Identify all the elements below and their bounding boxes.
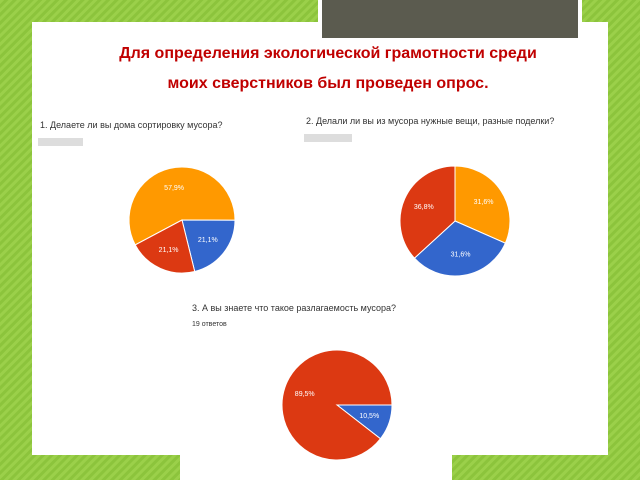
slice-label: 36,8%	[414, 204, 434, 211]
slice-label: 21,1%	[159, 247, 179, 254]
chart-subtitle: 19 ответов	[192, 321, 227, 328]
chart-title: 1. Делаете ли вы дома сортировку мусора?	[40, 120, 222, 130]
frame	[318, 0, 582, 42]
pie-slice	[413, 220, 506, 277]
chart-title: 2. Делали ли вы из мусора нужные вещи, р…	[306, 116, 554, 126]
pie-slice	[134, 219, 196, 274]
pie-slice	[128, 166, 236, 246]
blur	[38, 138, 83, 146]
chart-title: 3. А вы знаете что такое разлагаемость м…	[192, 303, 396, 313]
slice-label: 31,6%	[474, 199, 494, 206]
slide-title: Для определения экологической грамотност…	[119, 45, 537, 62]
pie-slice	[181, 219, 236, 273]
pie-slice	[454, 165, 511, 244]
panel-strip	[180, 455, 452, 480]
slice-label: 31,6%	[451, 251, 471, 258]
blur	[304, 134, 352, 142]
slice-label: 10,5%	[359, 413, 379, 420]
slice-label: 57,9%	[164, 185, 184, 192]
pie-slice	[281, 349, 393, 461]
slice-label: 89,5%	[295, 391, 315, 398]
slide-title: моих сверстников был проведен опрос.	[167, 75, 488, 92]
pie-slice	[399, 165, 456, 259]
slice-label: 21,1%	[198, 237, 218, 244]
